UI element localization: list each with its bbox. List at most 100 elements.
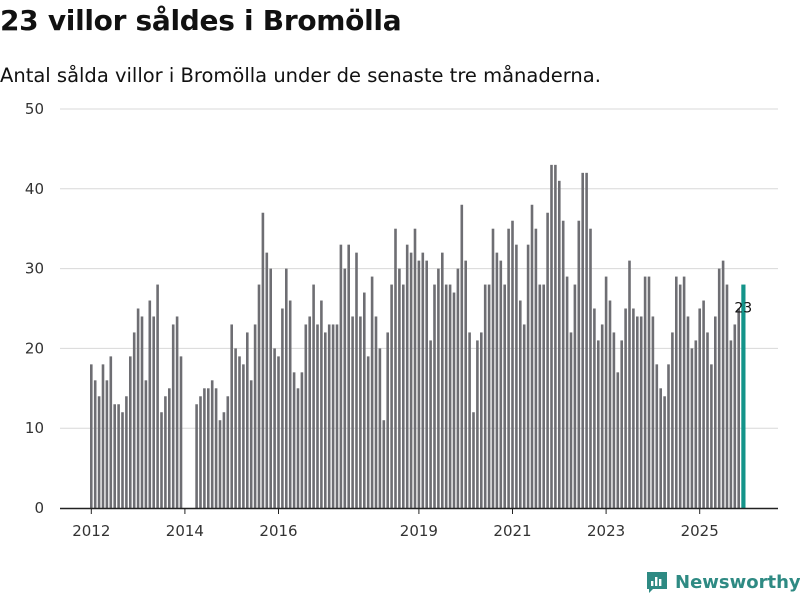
bars xyxy=(90,164,746,509)
bar xyxy=(597,340,600,508)
bar xyxy=(246,332,249,508)
bar xyxy=(620,340,623,508)
bar xyxy=(277,356,280,508)
bar xyxy=(499,260,503,508)
bar xyxy=(694,340,698,508)
bar xyxy=(117,404,120,508)
bar xyxy=(714,316,717,508)
bar xyxy=(483,284,487,508)
bar xyxy=(382,420,386,508)
bar xyxy=(671,332,674,508)
bar xyxy=(464,260,467,508)
bar xyxy=(93,380,97,508)
bar xyxy=(207,388,210,508)
bar xyxy=(97,396,101,508)
bar-chart-logo-icon xyxy=(647,572,667,593)
bar xyxy=(706,332,709,508)
bar xyxy=(378,348,382,508)
bar xyxy=(526,244,530,508)
bar xyxy=(238,356,241,508)
bar xyxy=(600,324,604,508)
bar xyxy=(249,380,253,508)
bar xyxy=(398,268,401,508)
bar xyxy=(214,388,218,508)
y-tick-label: 30 xyxy=(25,260,44,278)
bar xyxy=(308,316,311,508)
bar xyxy=(339,244,343,508)
bar xyxy=(647,276,651,508)
bar xyxy=(667,364,670,508)
bar xyxy=(281,308,284,508)
bar xyxy=(136,308,140,508)
bar xyxy=(113,404,116,508)
bar xyxy=(565,276,569,508)
bar xyxy=(522,324,526,508)
bar xyxy=(636,316,639,508)
bar xyxy=(171,324,175,508)
bar xyxy=(589,228,592,508)
bar xyxy=(370,276,374,508)
bar xyxy=(300,372,304,508)
bar xyxy=(101,364,105,508)
bar xyxy=(581,172,584,508)
bar xyxy=(288,300,292,508)
bar xyxy=(569,332,573,508)
bar xyxy=(210,380,214,508)
bar xyxy=(234,348,237,508)
bar xyxy=(269,268,272,508)
x-tick-label: 2014 xyxy=(166,522,204,540)
newsworthy-logo: Newsworthy xyxy=(645,570,800,594)
bar xyxy=(316,324,319,508)
bar xyxy=(320,300,323,508)
bar xyxy=(296,388,300,508)
bar xyxy=(444,284,448,508)
bar xyxy=(253,324,257,508)
bar xyxy=(721,260,725,508)
latest-value-label: 23 xyxy=(734,300,752,316)
bar xyxy=(394,228,397,508)
bar xyxy=(612,332,616,508)
bar xyxy=(425,260,428,508)
bar xyxy=(164,396,167,508)
y-tick-label: 50 xyxy=(25,100,44,118)
bar xyxy=(737,308,740,508)
bar xyxy=(476,340,479,508)
bar xyxy=(230,324,233,508)
bar xyxy=(452,292,456,508)
bar xyxy=(129,356,132,508)
bar xyxy=(550,164,553,509)
bar xyxy=(90,364,93,508)
bar xyxy=(125,396,128,508)
bar xyxy=(273,348,276,508)
bar xyxy=(413,228,417,508)
bar xyxy=(261,212,265,509)
bar xyxy=(405,244,409,508)
bar xyxy=(359,316,362,508)
bar xyxy=(468,332,471,508)
y-axis-ticks: 0 10 20 30 40 50 xyxy=(25,100,44,517)
bar xyxy=(519,300,522,508)
bar xyxy=(265,252,269,508)
bar xyxy=(515,244,518,508)
x-tick-label: 2023 xyxy=(587,522,625,540)
bar xyxy=(331,324,335,508)
bar xyxy=(160,412,163,508)
bar xyxy=(343,268,347,508)
bar xyxy=(678,284,682,508)
bar xyxy=(639,316,643,508)
y-tick-label: 20 xyxy=(25,339,44,357)
page-title: 23 villor såldes i Bromölla xyxy=(0,4,402,37)
y-tick-label: 40 xyxy=(25,180,44,198)
bar xyxy=(429,340,432,508)
bar xyxy=(624,308,627,508)
bar xyxy=(168,388,171,508)
bar xyxy=(698,308,701,508)
bar xyxy=(152,316,155,508)
bar xyxy=(534,228,538,508)
bar xyxy=(218,420,222,508)
bar xyxy=(390,284,393,508)
x-tick-label: 2012 xyxy=(72,522,110,540)
bar xyxy=(156,284,159,508)
y-tick-label: 10 xyxy=(25,419,44,437)
